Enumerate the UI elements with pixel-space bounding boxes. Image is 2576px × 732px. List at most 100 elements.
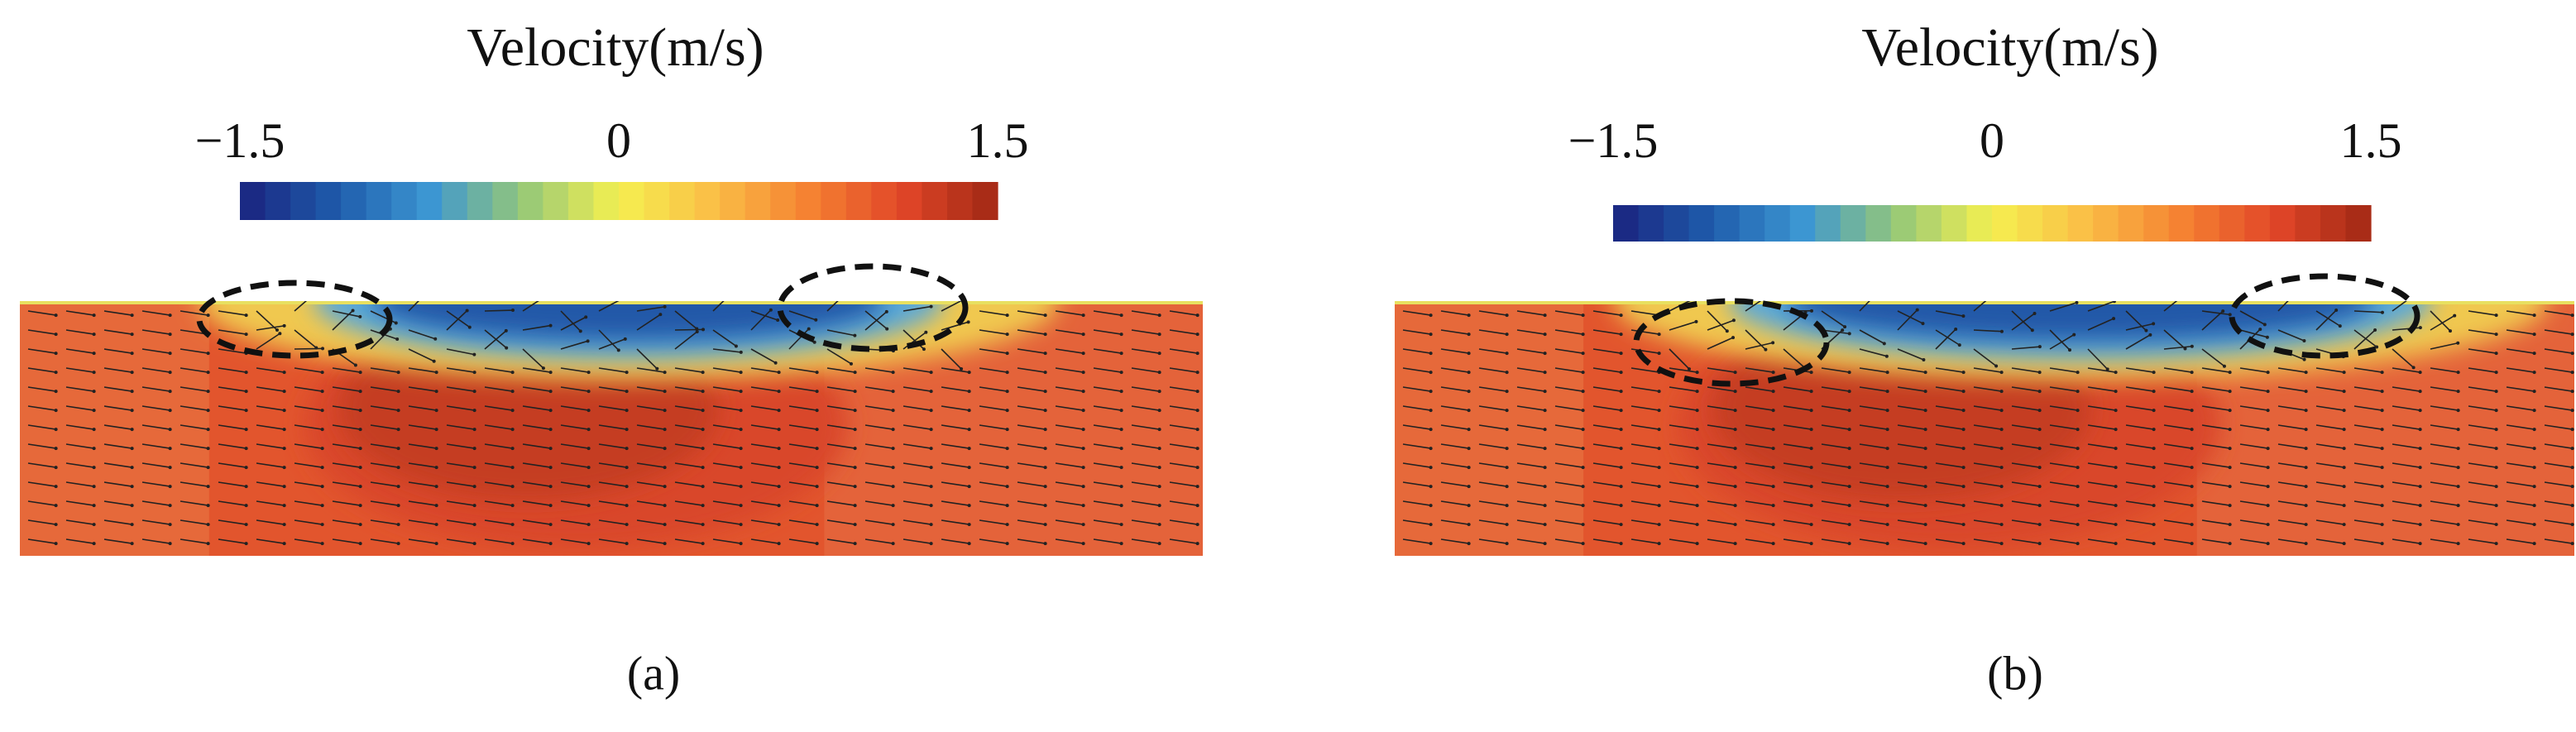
arrow-head [1771, 409, 1775, 413]
arrow-head [320, 485, 324, 489]
arrow-head [244, 447, 248, 451]
arrow-head [548, 390, 553, 394]
arrow-head [394, 321, 398, 325]
velocity-arrow [826, 500, 855, 506]
arrow-head [2570, 466, 2574, 470]
velocity-arrow [1093, 519, 1122, 525]
arrow-head [1619, 352, 1623, 356]
arrow-head [2494, 390, 2498, 394]
velocity-arrow [1169, 348, 1198, 354]
velocity-arrow [1017, 500, 1046, 506]
arrow-head [739, 523, 743, 527]
velocity-arrow [1131, 443, 1160, 449]
arrow-head [2152, 485, 2156, 489]
arrow-head [2266, 371, 2270, 375]
arrow-head [2532, 333, 2536, 337]
arrow-head [1657, 333, 1661, 337]
velocity-arrow [2430, 500, 2459, 506]
velocity-arrow [2430, 443, 2459, 449]
velocity-arrow [141, 310, 170, 316]
arrow-head [1961, 466, 1966, 470]
velocity-arrow [27, 424, 56, 430]
arrow-head [2033, 312, 2037, 316]
arrow-head [967, 466, 971, 470]
velocity-arrow [941, 500, 970, 506]
velocity-arrow [1554, 481, 1583, 487]
velocity-arrow [2201, 310, 2224, 331]
velocity-arrow [1630, 329, 1659, 335]
arrow-head [244, 390, 248, 394]
velocity-arrow [903, 386, 931, 392]
velocity-arrow [141, 481, 170, 487]
velocity-arrow [2049, 481, 2078, 487]
arrow-head [960, 367, 964, 371]
arrow-head [1081, 504, 1085, 508]
arrow-head [1157, 466, 1161, 470]
velocity-arrow [1897, 481, 1926, 487]
arrow-head [2304, 542, 2308, 546]
velocity-arrow [864, 481, 893, 487]
arrow-head [1005, 409, 1009, 413]
arrow-head [739, 447, 743, 451]
arrow-head [587, 409, 591, 413]
velocity-arrow [1554, 405, 1583, 411]
velocity-arrow [408, 386, 437, 392]
velocity-arrow [788, 386, 817, 392]
arrow-head [2190, 485, 2194, 489]
velocity-arrow [256, 519, 285, 525]
arrow-head [768, 308, 773, 312]
velocity-arrow [788, 367, 817, 373]
velocity-arrow [2239, 481, 2268, 487]
velocity-arrow [1973, 367, 2002, 373]
velocity-arrow [2392, 500, 2420, 506]
velocity-arrow [941, 405, 970, 411]
velocity-arrow [1131, 424, 1160, 430]
arrow-head [1999, 428, 2004, 432]
velocity-arrow [180, 462, 208, 468]
arrow-head [1081, 428, 1085, 432]
velocity-arrow [2011, 424, 2040, 430]
arrow-head [2037, 345, 2042, 349]
velocity-arrow [674, 331, 698, 350]
velocity-arrow [1630, 500, 1659, 506]
arrow-head [2418, 428, 2422, 432]
arrow-head [1119, 466, 1123, 470]
arrow-head [663, 371, 667, 375]
velocity-arrow [27, 329, 56, 335]
velocity-arrow [1783, 462, 1812, 468]
arrow-head [2266, 523, 2270, 527]
velocity-arrow [103, 310, 132, 316]
velocity-arrow [1440, 538, 1469, 544]
arrow-head [815, 371, 819, 375]
arrow-head [1771, 466, 1775, 470]
arrow-head [396, 390, 400, 394]
velocity-arrow [598, 367, 627, 373]
velocity-arrow [1017, 462, 1046, 468]
arrow-head [130, 428, 134, 432]
arrow-head [967, 390, 971, 394]
arrow-head [1543, 504, 1547, 508]
colorbar-segment [1739, 205, 1765, 242]
velocity-arrow [2544, 367, 2573, 373]
velocity-arrow [1440, 367, 1469, 373]
arrow-head [2570, 447, 2574, 451]
arrow-head [2532, 313, 2536, 318]
arrow-head [967, 485, 971, 489]
arrow-head [739, 390, 743, 394]
arrow-head [2456, 428, 2460, 432]
velocity-arrow [2468, 538, 2497, 544]
velocity-arrow [141, 519, 170, 525]
colorbar-tick-label: 0 [1980, 113, 2004, 168]
velocity-arrow [1745, 386, 1774, 392]
arrow-head [1771, 523, 1775, 527]
arrow-head [206, 504, 210, 508]
velocity-arrow [2049, 302, 2077, 312]
arrow-head [1885, 409, 1889, 413]
arrow-head [663, 428, 667, 432]
velocity-arrow [1440, 500, 1469, 506]
velocity-arrow [103, 462, 132, 468]
arrow-head [622, 296, 625, 299]
arrow-head [1695, 428, 1699, 432]
velocity-arrow [294, 500, 323, 506]
